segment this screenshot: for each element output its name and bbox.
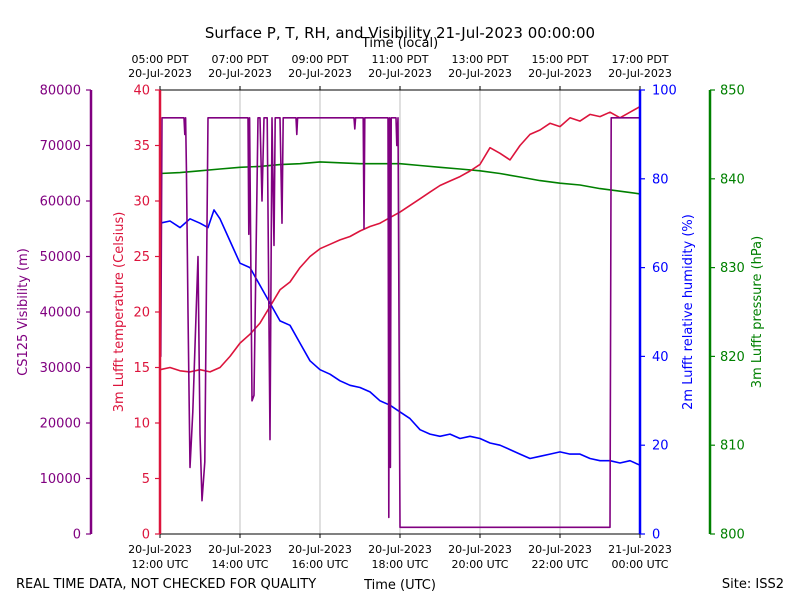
site-label: Site: ISS2 bbox=[722, 577, 784, 592]
temperature-tick-label: 30 bbox=[133, 195, 150, 210]
plot-series bbox=[159, 105, 641, 529]
pressure-tick-label: 840 bbox=[720, 172, 745, 187]
bottom-tick-date: 20-Jul-2023 bbox=[448, 543, 512, 556]
bottom-axis-label: Time (UTC) bbox=[363, 578, 436, 593]
temperature-tick-label: 0 bbox=[142, 528, 150, 543]
humidity-tick-label: 40 bbox=[652, 350, 669, 365]
temperature-tick-label: 35 bbox=[133, 139, 150, 154]
top-tick-time: 07:00 PDT bbox=[211, 53, 268, 66]
pressure-tick-label: 850 bbox=[720, 84, 745, 99]
visibility-tick-label: 10000 bbox=[40, 472, 81, 487]
humidity-tick-label: 60 bbox=[652, 261, 669, 276]
quality-warning: REAL TIME DATA, NOT CHECKED FOR QUALITY bbox=[16, 577, 316, 592]
top-tick-date: 20-Jul-2023 bbox=[448, 67, 512, 80]
visibility-tick-label: 30000 bbox=[40, 361, 81, 376]
axes: 20-Jul-2023 12:00 UTC 20-Jul-2023 14:00 UTC… bbox=[16, 53, 765, 571]
top-tick-time: 05:00 PDT bbox=[131, 53, 188, 66]
humidity-tick-label: 100 bbox=[652, 84, 677, 99]
bottom-tick-time: 22:00 UTC bbox=[531, 558, 588, 571]
temperature-tick-label: 5 bbox=[142, 472, 150, 487]
visibility-tick-label: 0 bbox=[73, 528, 81, 543]
bottom-tick-date: 20-Jul-2023 bbox=[368, 543, 432, 556]
bottom-tick-time: 12:00 UTC bbox=[131, 558, 188, 571]
temperature-tick-label: 40 bbox=[133, 84, 150, 99]
bottom-tick-date: 20-Jul-2023 bbox=[208, 543, 272, 556]
visibility-tick-label: 20000 bbox=[40, 417, 81, 432]
top-tick-date: 20-Jul-2023 bbox=[528, 67, 592, 80]
humidity-tick-label: 0 bbox=[652, 528, 660, 543]
bottom-tick-time: 18:00 UTC bbox=[371, 558, 428, 571]
humidity-tick-label: 80 bbox=[652, 172, 669, 187]
bottom-tick-time: 16:00 UTC bbox=[291, 558, 348, 571]
visibility-tick-label: 70000 bbox=[40, 139, 81, 154]
temperature-tick-label: 25 bbox=[133, 250, 150, 265]
visibility-tick-label: 80000 bbox=[40, 84, 81, 99]
humidity-tick-label: 20 bbox=[652, 439, 669, 454]
top-tick-date: 20-Jul-2023 bbox=[368, 67, 432, 80]
pressure-tick-label: 820 bbox=[720, 350, 745, 365]
top-tick-time: 11:00 PDT bbox=[371, 53, 428, 66]
bottom-tick-date: 20-Jul-2023 bbox=[528, 543, 592, 556]
top-axis-label: Time (local) bbox=[361, 36, 438, 51]
top-tick-time: 15:00 PDT bbox=[531, 53, 588, 66]
visibility-tick-label: 60000 bbox=[40, 195, 81, 210]
top-tick-time: 17:00 PDT bbox=[611, 53, 668, 66]
top-tick-date: 20-Jul-2023 bbox=[128, 67, 192, 80]
top-tick-date: 20-Jul-2023 bbox=[208, 67, 272, 80]
visibility-series-line bbox=[159, 117, 640, 529]
pressure-tick-label: 800 bbox=[720, 528, 745, 543]
visibility-tick-label: 50000 bbox=[40, 250, 81, 265]
pressure-tick-label: 830 bbox=[720, 261, 745, 276]
temperature-tick-label: 15 bbox=[133, 361, 150, 376]
temperature-tick-label: 10 bbox=[133, 417, 150, 432]
visibility-axis-title: CS125 Visibility (m) bbox=[16, 248, 31, 376]
bottom-tick-time: 20:00 UTC bbox=[451, 558, 508, 571]
visibility-tick-label: 40000 bbox=[40, 306, 81, 321]
humidity-series-line bbox=[159, 209, 641, 466]
bottom-tick-date: 20-Jul-2023 bbox=[128, 543, 192, 556]
pressure-tick-label: 810 bbox=[720, 439, 745, 454]
top-tick-time: 13:00 PDT bbox=[451, 53, 508, 66]
bottom-tick-date: 21-Jul-2023 bbox=[608, 543, 672, 556]
chart-title: Surface P, T, RH, and Visibility 21-Jul-… bbox=[205, 24, 595, 42]
bottom-tick-date: 20-Jul-2023 bbox=[288, 543, 352, 556]
bottom-tick-time: 14:00 UTC bbox=[211, 558, 268, 571]
temperature-axis-title: 3m Lufft temperature (Celsius) bbox=[112, 212, 127, 413]
top-tick-date: 20-Jul-2023 bbox=[288, 67, 352, 80]
bottom-tick-time: 00:00 UTC bbox=[611, 558, 668, 571]
humidity-axis-title: 2m Lufft relative humidity (%) bbox=[681, 214, 696, 410]
temperature-tick-label: 20 bbox=[133, 306, 150, 321]
temperature-series-line bbox=[159, 105, 641, 373]
top-tick-time: 09:00 PDT bbox=[291, 53, 348, 66]
pressure-axis-title: 3m Lufft pressure (hPa) bbox=[750, 236, 765, 388]
pressure-series-line bbox=[159, 161, 641, 195]
top-tick-date: 20-Jul-2023 bbox=[608, 67, 672, 80]
